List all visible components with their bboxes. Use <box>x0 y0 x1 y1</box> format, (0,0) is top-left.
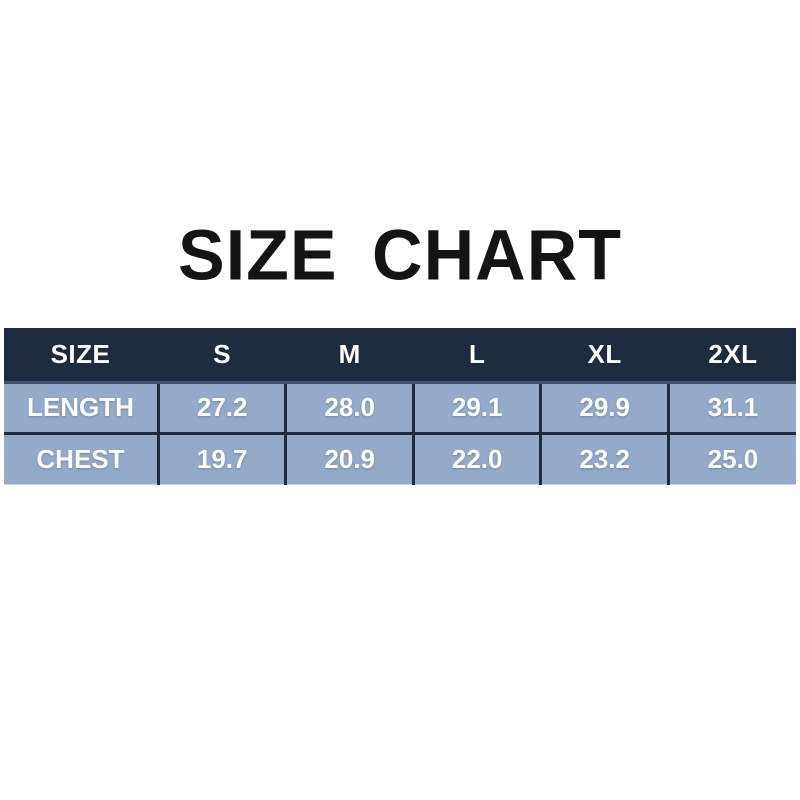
header-row: SIZE S M L XL 2XL <box>4 328 796 384</box>
header-cell-2xl: 2XL <box>666 328 796 384</box>
chest-value-m: 20.9 <box>284 433 414 485</box>
length-value-xl: 29.9 <box>539 382 669 435</box>
length-value-l: 29.1 <box>411 382 541 435</box>
header-cell-m: M <box>284 328 414 384</box>
chest-value-xl: 23.2 <box>539 433 669 485</box>
table-row-chest: CHEST 19.7 20.9 22.0 23.2 25.0 <box>4 433 796 485</box>
header-cell-xl: XL <box>539 328 669 384</box>
row-label-chest: CHEST <box>4 433 159 485</box>
header-cell-s: S <box>156 328 286 384</box>
length-value-2xl: 31.1 <box>666 382 796 435</box>
chest-value-s: 19.7 <box>156 433 286 485</box>
table-row-length: LENGTH 27.2 28.0 29.1 29.9 31.1 <box>4 382 796 435</box>
header-cell-size: SIZE <box>4 328 159 384</box>
length-value-m: 28.0 <box>284 382 414 435</box>
page-title: SIZE CHART <box>178 215 622 295</box>
header-cell-l: L <box>411 328 541 384</box>
row-label-length: LENGTH <box>4 382 159 435</box>
size-chart-table: SIZE S M L XL 2XL LENGTH 27.2 28.0 29.1 … <box>4 328 796 485</box>
length-value-s: 27.2 <box>156 382 286 435</box>
chest-value-2xl: 25.0 <box>666 433 796 485</box>
chest-value-l: 22.0 <box>411 433 541 485</box>
